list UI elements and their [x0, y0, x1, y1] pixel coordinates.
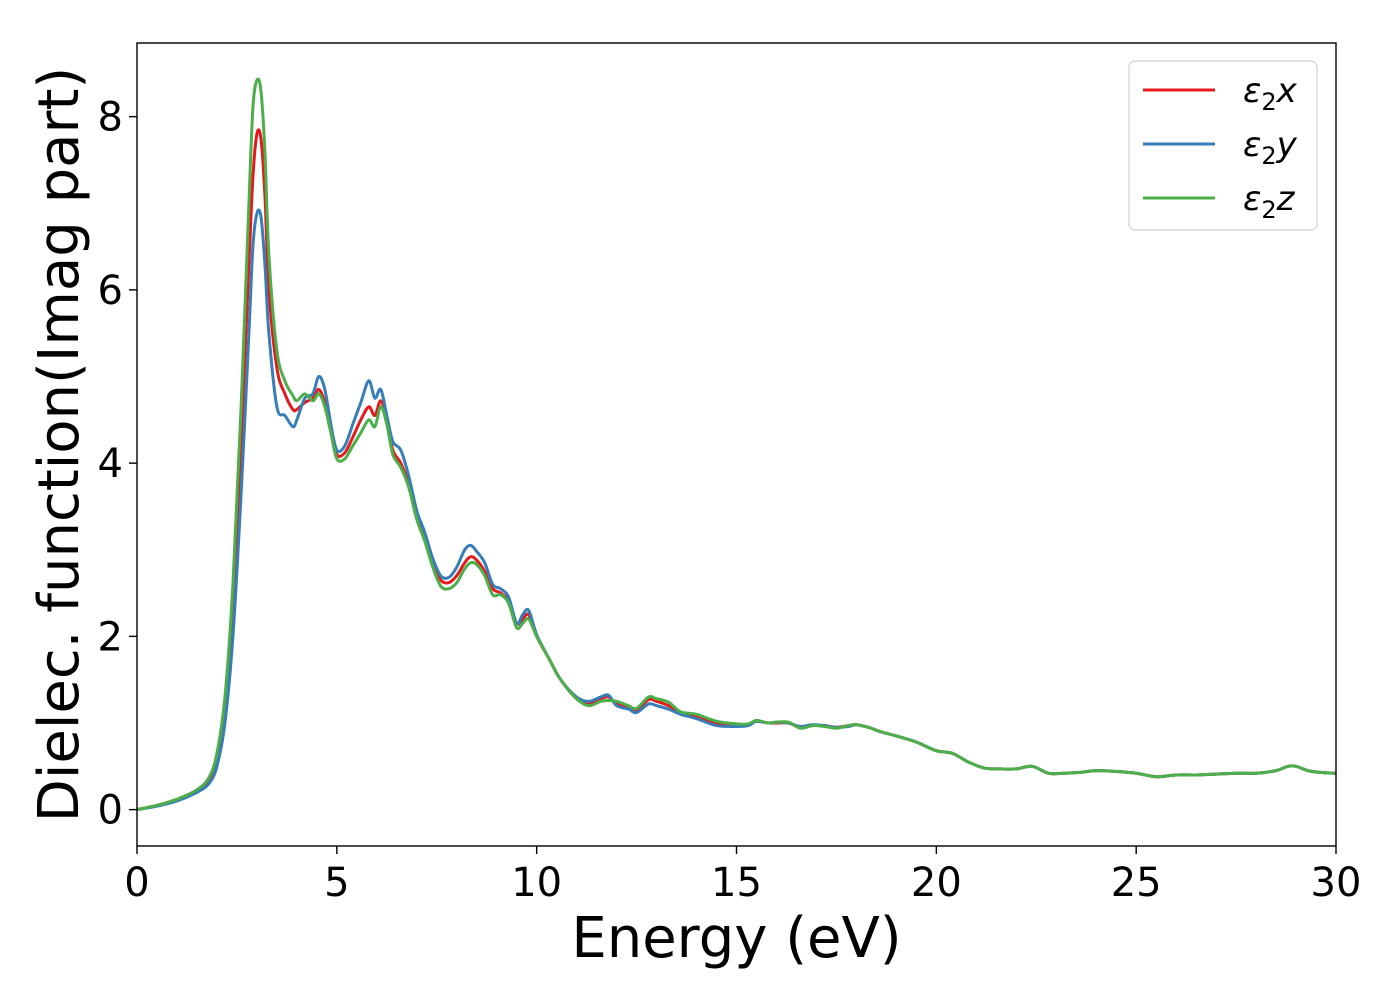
x-axis-title: Energy (eV) [571, 906, 901, 971]
y-tick-label: 8 [98, 95, 123, 141]
x-tick-label: 20 [911, 860, 962, 906]
legend-item-z: ε2z [1143, 179, 1296, 224]
legend-item-y: ε2y [1143, 125, 1298, 170]
series-layer [137, 77, 1336, 812]
x-tick-label: 5 [324, 860, 349, 906]
y-axis-title: Dielec. function(Imag part) [27, 67, 92, 823]
x-tick-label: 30 [1311, 860, 1362, 906]
y-tick-label: 0 [98, 788, 123, 834]
x-tick-label: 0 [124, 860, 149, 906]
legend-item-x: ε2x [1143, 71, 1298, 116]
y-tick-label: 4 [98, 441, 123, 487]
series-line-x [137, 128, 1336, 812]
x-tick-label: 15 [711, 860, 762, 906]
y-axis: 0 2 4 6 8 [98, 95, 137, 834]
legend: ε2x ε2y ε2z [1128, 60, 1318, 231]
legend-label: ε2z [1243, 179, 1296, 224]
x-tick-label: 25 [1111, 860, 1162, 906]
x-axis: 0 5 10 15 20 25 30 [124, 846, 1361, 906]
x-tick-label: 10 [511, 860, 562, 906]
series-line-y [137, 208, 1336, 812]
legend-label: ε2y [1243, 125, 1298, 170]
y-tick-label: 6 [98, 268, 123, 314]
y-tick-label: 2 [98, 614, 123, 660]
legend-label: ε2x [1243, 71, 1298, 116]
legend-box [1128, 60, 1318, 231]
series-line-z [137, 77, 1336, 812]
